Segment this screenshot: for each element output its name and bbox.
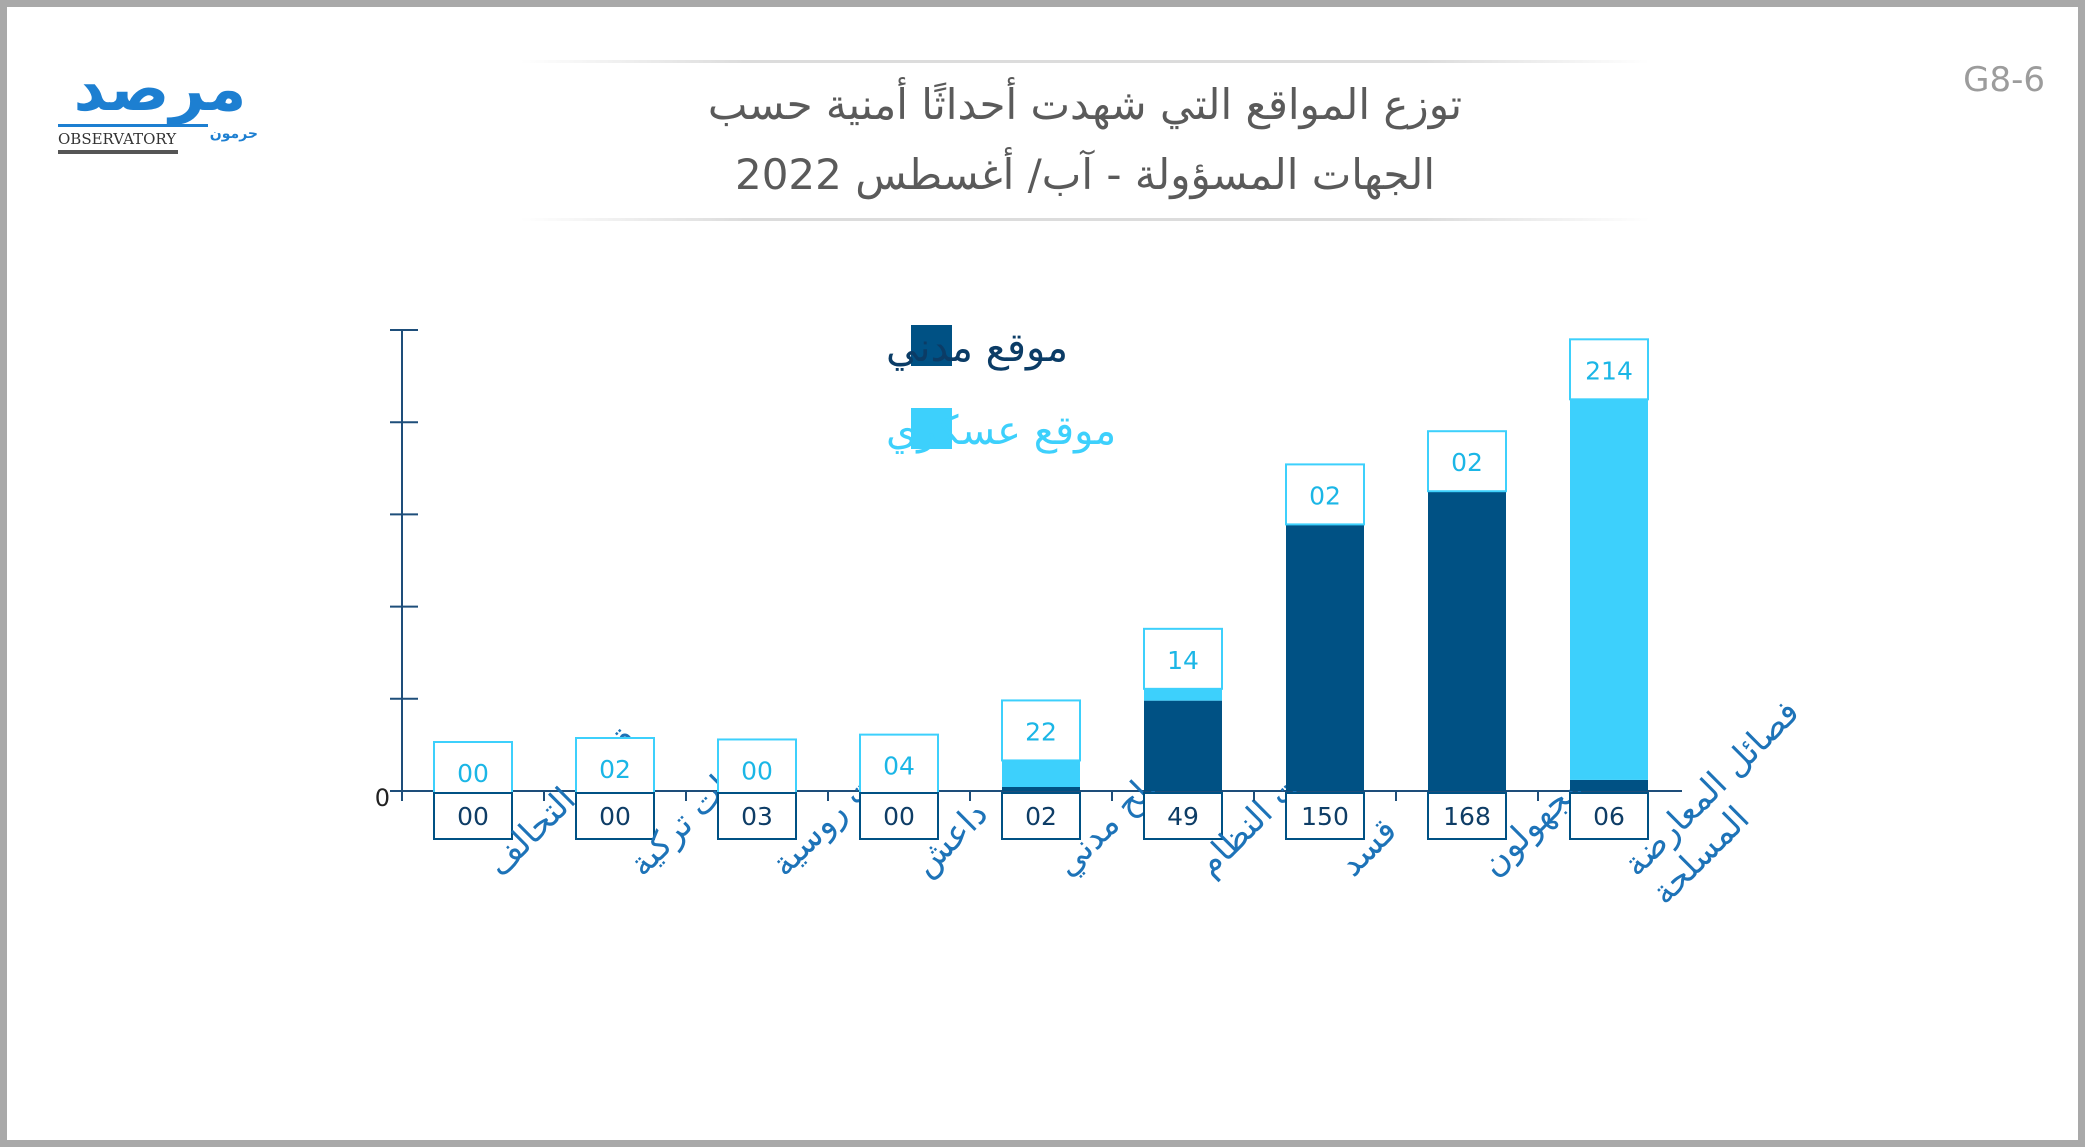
legend-civilian-swatch bbox=[911, 325, 952, 366]
civilian-value-label: 06 bbox=[1593, 802, 1625, 831]
civilian-value-label: 49 bbox=[1167, 802, 1199, 831]
observatory-logo: مرصد OBSERVATORY حرمون bbox=[58, 58, 258, 154]
civilian-value-box bbox=[1001, 792, 1081, 840]
bar-military bbox=[1570, 385, 1648, 780]
bar-civilian bbox=[1428, 481, 1506, 791]
military-value-box bbox=[575, 737, 655, 799]
military-value-box bbox=[1001, 699, 1081, 762]
legend-military-label: موقع عسكري bbox=[886, 408, 1116, 454]
logo-rule bbox=[58, 124, 208, 127]
military-value-box bbox=[1427, 430, 1507, 493]
military-value-label: 00 bbox=[741, 756, 773, 785]
military-value-box bbox=[1143, 627, 1223, 690]
civilian-value-label: 00 bbox=[599, 802, 631, 831]
military-value-box bbox=[859, 733, 939, 796]
civilian-value-box bbox=[1143, 792, 1223, 840]
civilian-value-label: 150 bbox=[1301, 802, 1349, 831]
title-line-1: توزع المواقع التي شهدت أحداثًا أمنية حسب bbox=[707, 80, 1463, 129]
civilian-value-box bbox=[859, 792, 939, 840]
logo-sub-text: حرمون bbox=[210, 126, 258, 142]
civilian-value-box bbox=[433, 792, 513, 840]
bar-civilian bbox=[1002, 787, 1080, 791]
civilian-value-box bbox=[1427, 792, 1507, 840]
title-line-2: الجهات المسؤولة - آب/ أغسطس 2022 bbox=[734, 150, 1436, 199]
legend-civilian-label: موقع مدني bbox=[886, 325, 1068, 371]
title-top-rule bbox=[520, 60, 1650, 63]
military-value-label: 04 bbox=[883, 752, 915, 781]
title-bottom-rule bbox=[520, 218, 1650, 221]
chart-title: توزع المواقع التي شهدت أحداثًا أمنية حسب… bbox=[520, 60, 1650, 226]
logo-arabic-text: مرصد bbox=[74, 58, 247, 125]
military-value-label: 00 bbox=[457, 759, 489, 788]
civilian-value-box bbox=[717, 792, 797, 840]
military-value-label: 02 bbox=[599, 755, 631, 784]
military-value-box bbox=[1569, 338, 1649, 401]
bar-civilian bbox=[1286, 514, 1364, 791]
military-value-label: 02 bbox=[1451, 448, 1483, 477]
military-value-label: 22 bbox=[1025, 717, 1057, 746]
military-value-box bbox=[1285, 463, 1365, 526]
bar-civilian bbox=[1144, 700, 1222, 791]
military-value-label: 214 bbox=[1585, 356, 1633, 385]
military-value-label: 14 bbox=[1167, 646, 1199, 675]
military-value-box bbox=[717, 738, 797, 801]
civilian-value-label: 168 bbox=[1443, 802, 1491, 831]
civilian-value-label: 00 bbox=[457, 802, 489, 831]
bar-civilian bbox=[1570, 779, 1648, 791]
legend-military-swatch bbox=[911, 408, 952, 449]
military-value-label: 02 bbox=[1309, 481, 1341, 510]
civilian-value-label: 00 bbox=[883, 802, 915, 831]
y-tick-label-zero: 0 bbox=[375, 784, 390, 812]
civilian-value-box bbox=[1569, 792, 1649, 840]
civilian-value-label: 02 bbox=[1025, 802, 1057, 831]
logo-underbar bbox=[58, 150, 178, 154]
civilian-value-box bbox=[1285, 792, 1365, 840]
logo-latin-text: OBSERVATORY bbox=[58, 130, 177, 148]
civilian-value-label: 03 bbox=[741, 802, 773, 831]
civilian-value-box bbox=[575, 792, 655, 840]
figure-code: G8-6 bbox=[1963, 60, 2045, 100]
